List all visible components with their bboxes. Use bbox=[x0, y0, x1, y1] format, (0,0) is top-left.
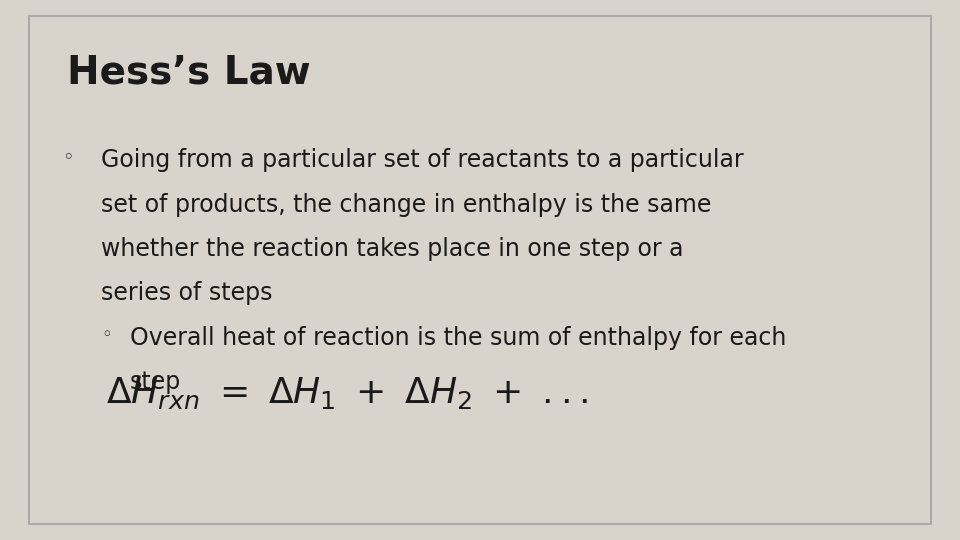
Text: ◦: ◦ bbox=[101, 326, 111, 343]
Text: Going from a particular set of reactants to a particular: Going from a particular set of reactants… bbox=[101, 148, 743, 172]
Text: ◦: ◦ bbox=[62, 148, 74, 167]
Text: series of steps: series of steps bbox=[101, 281, 273, 305]
Text: step: step bbox=[130, 370, 180, 394]
Text: whether the reaction takes place in one step or a: whether the reaction takes place in one … bbox=[101, 237, 684, 261]
FancyBboxPatch shape bbox=[29, 16, 931, 524]
Text: Hess’s Law: Hess’s Law bbox=[67, 54, 311, 92]
Text: $\Delta H_{rxn}\ =\ \Delta H_1\ +\ \Delta H_2\ +\ ...$: $\Delta H_{rxn}\ =\ \Delta H_1\ +\ \Delt… bbox=[106, 375, 588, 411]
Text: set of products, the change in enthalpy is the same: set of products, the change in enthalpy … bbox=[101, 193, 711, 217]
Text: Overall heat of reaction is the sum of enthalpy for each: Overall heat of reaction is the sum of e… bbox=[130, 326, 786, 349]
